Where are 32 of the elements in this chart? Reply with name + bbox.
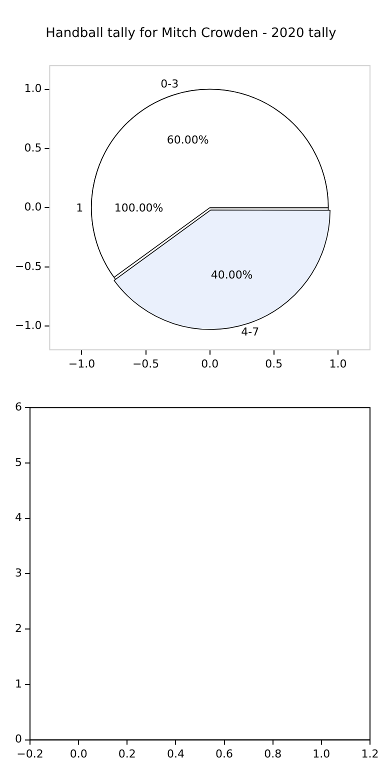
x-tick-label: 0.4 — [166, 747, 184, 760]
data-label: 40.00% — [210, 268, 253, 282]
y-tick-label: −1.0 — [14, 318, 42, 332]
y-tick-label: 6 — [15, 400, 22, 414]
x-tick-label: 0.0 — [70, 747, 88, 760]
slice-label: 4-7 — [241, 325, 260, 338]
y-tick-label: 1 — [15, 677, 22, 690]
y-tick-label: 0.0 — [24, 200, 42, 214]
x-tick-label: 0.8 — [264, 747, 282, 760]
slice-label: 1 — [76, 201, 84, 214]
data-label: 60.00% — [166, 134, 209, 147]
x-tick-label: −0.5 — [132, 357, 160, 370]
x-tick-label: 0.2 — [118, 747, 136, 760]
x-tick-label: 1.2 — [361, 747, 379, 760]
x-tick-label: 0.0 — [201, 357, 219, 370]
x-tick-label: 0.5 — [265, 357, 283, 370]
x-tick-label: 0.6 — [216, 747, 234, 760]
y-tick-label: 2 — [15, 622, 22, 635]
x-tick-label: −1.0 — [68, 357, 96, 370]
y-tick-label: 4 — [15, 511, 22, 524]
y-tick-label: 0.5 — [24, 141, 42, 154]
y-tick-label: 5 — [15, 456, 22, 469]
y-tick-label: −0.5 — [14, 260, 42, 273]
x-tick-label: 1.0 — [312, 747, 330, 760]
chart-title: Handball tally for Mitch Crowden - 2020 tally — [46, 26, 337, 42]
y-tick-label: 3 — [15, 566, 22, 580]
x-tick-label: 1.0 — [329, 357, 347, 370]
data-label: 100.00% — [114, 201, 164, 214]
y-tick-label: 0 — [15, 732, 22, 746]
x-tick-label: −0.2 — [16, 747, 44, 760]
y-tick-label: 1.0 — [24, 82, 42, 96]
slice-label: 0-3 — [160, 77, 179, 90]
